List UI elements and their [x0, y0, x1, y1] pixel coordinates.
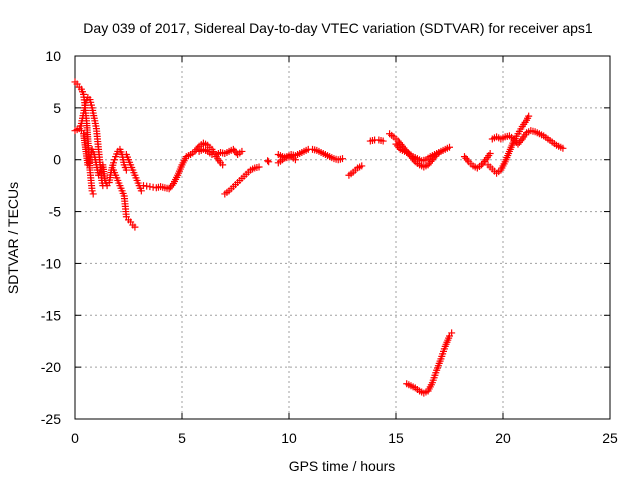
y-tick-label: -20 [41, 359, 61, 375]
data-point [358, 162, 366, 170]
data-point [89, 190, 97, 198]
data-point [448, 329, 456, 337]
x-axis-label: GPS time / hours [289, 458, 396, 474]
data-point [168, 181, 176, 189]
x-axis: 0 5 10 15 20 25 [71, 56, 618, 446]
data-point [517, 137, 525, 145]
x-tick-label: 15 [388, 430, 404, 446]
data-point [131, 223, 139, 231]
y-tick-label: 5 [53, 100, 61, 116]
plot-frame [74, 55, 611, 420]
data-point [110, 159, 118, 167]
data-point [480, 157, 488, 165]
y-tick-label: -15 [41, 307, 61, 323]
x-tick-label: 0 [71, 430, 79, 446]
data-point [446, 143, 453, 151]
x-tick-label: 10 [281, 430, 297, 446]
data-point [255, 163, 263, 171]
y-axis: 10 5 0 -5 -10 -15 -20 -25 [41, 48, 610, 427]
y-tick-label: -10 [41, 255, 61, 271]
x-tick-label: 25 [602, 430, 618, 446]
y-tick-label: -25 [41, 411, 61, 427]
data-point [111, 156, 119, 164]
data-point [219, 161, 227, 169]
y-tick-label: 10 [45, 48, 61, 64]
data-points [71, 78, 567, 397]
data-point [238, 147, 246, 155]
data-point [435, 148, 443, 156]
data-point [525, 112, 533, 120]
y-tick-label: -5 [49, 204, 62, 220]
data-point [379, 137, 387, 145]
data-point [559, 144, 567, 152]
x-tick-label: 5 [178, 430, 186, 446]
y-axis-label: SDTVAR / TECUs [5, 182, 21, 294]
data-point [486, 149, 494, 157]
data-point [395, 144, 403, 152]
data-point [137, 187, 145, 195]
chart-title: Day 039 of 2017, Sidereal Day-to-day VTE… [83, 20, 593, 36]
data-point [265, 158, 273, 166]
grid [75, 56, 610, 419]
data-point [463, 156, 471, 164]
data-point [122, 166, 130, 174]
y-tick-label: 0 [53, 152, 61, 168]
data-point [291, 156, 299, 164]
data-point [339, 155, 346, 163]
data-point [264, 157, 272, 165]
data-point [194, 144, 202, 152]
x-tick-label: 20 [495, 430, 511, 446]
data-point [88, 187, 96, 195]
